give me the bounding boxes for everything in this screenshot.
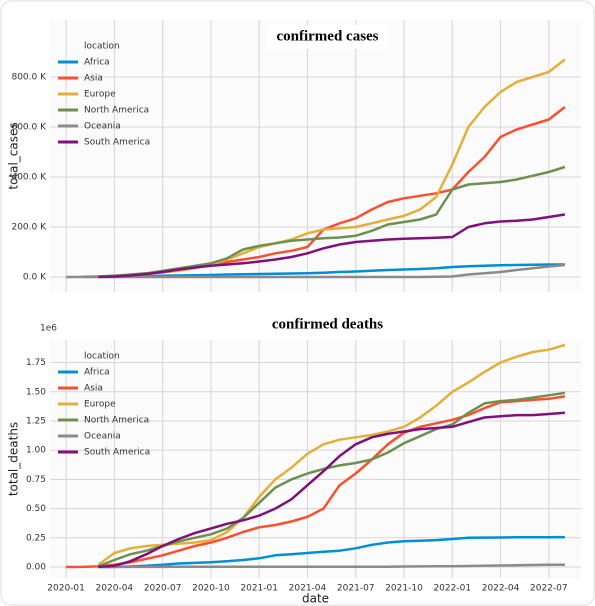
- legend-label: Oceania: [84, 432, 121, 442]
- x-tick-label: 2020-10: [192, 584, 230, 594]
- line: [97, 391, 566, 568]
- chart-title: confirmed deaths: [272, 316, 383, 332]
- x-tick-label: 2021-04: [289, 584, 327, 594]
- y-tick-label: 0.75: [26, 475, 46, 485]
- line: [98, 263, 565, 279]
- legend-label: Oceania: [84, 122, 121, 132]
- y-axis-label: total_deaths: [7, 422, 21, 496]
- legend-label: South America: [84, 448, 150, 458]
- title-box: [267, 313, 388, 337]
- x-tick-label: 2020-01: [47, 584, 85, 594]
- x-tick-label: 2022-07: [530, 584, 568, 594]
- y-tick-label: 1.75: [26, 358, 46, 368]
- y-tick-label: 0.00: [26, 563, 46, 573]
- x-axis-label: date: [302, 592, 329, 606]
- line: [98, 563, 565, 569]
- legend-label: Asia: [84, 384, 103, 394]
- y-tick-label: 1.25: [26, 416, 46, 426]
- line: [66, 395, 566, 569]
- x-tick-label: 2020-07: [144, 584, 182, 594]
- legend-title: location: [84, 352, 120, 362]
- legend-label: Europe: [84, 400, 116, 410]
- line: [98, 213, 566, 279]
- x-tick-label: 2020-04: [96, 584, 134, 594]
- line: [98, 535, 565, 569]
- line: [98, 411, 565, 569]
- line: [97, 343, 566, 566]
- y-tick-label: 0.25: [26, 533, 46, 543]
- y-tick-label: 0.0 K: [23, 273, 47, 283]
- x-tick-label: 2021-10: [385, 584, 423, 594]
- x-tick-label: 2022-04: [482, 584, 520, 594]
- x-tick-label: 2022-01: [433, 584, 471, 594]
- legend-label: Asia: [84, 74, 103, 84]
- line: [66, 263, 566, 279]
- title-box: [267, 25, 388, 49]
- legend-label: Africa: [84, 368, 110, 378]
- plot-area: [50, 20, 581, 292]
- x-tick-label: 2021-01: [240, 584, 278, 594]
- legend-label: South America: [84, 138, 150, 148]
- legend-label: North America: [84, 416, 149, 426]
- y-tick-label: 600.0 K: [11, 123, 47, 133]
- offset-label: 1e6: [40, 324, 57, 334]
- y-tick-label: 800.0 K: [11, 73, 47, 83]
- y-axis-label: total_cases: [7, 122, 21, 189]
- plot-area: [50, 340, 581, 578]
- legend-label: North America: [84, 106, 149, 116]
- x-tick-label: 2021-07: [337, 584, 375, 594]
- legend-label: Africa: [84, 58, 110, 68]
- y-tick-label: 400.0 K: [11, 173, 47, 183]
- y-tick-label: 0.50: [26, 504, 46, 514]
- legend-title: location: [84, 42, 120, 52]
- y-tick-label: 200.0 K: [11, 223, 47, 233]
- y-tick-label: 1.50: [26, 387, 46, 397]
- y-tick-label: 1.00: [26, 446, 46, 456]
- chart-title: confirmed cases: [276, 28, 378, 44]
- legend-label: Europe: [84, 90, 116, 100]
